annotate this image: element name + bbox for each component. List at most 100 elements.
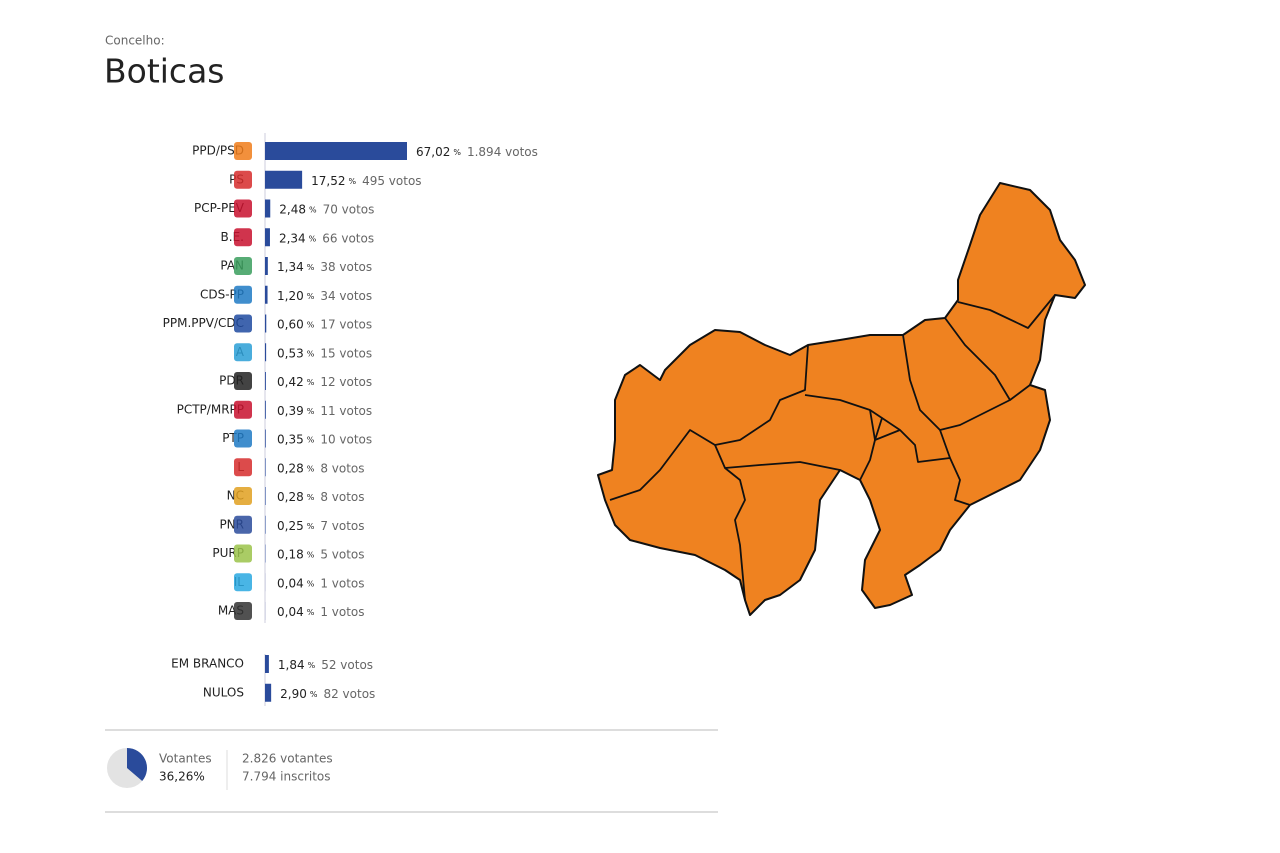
pie-value-label: 36,26% [159, 770, 205, 784]
map-border [881, 417, 971, 506]
map-border [944, 317, 1031, 401]
value-unit: % [348, 176, 356, 185]
value-unit: % [308, 661, 316, 670]
value-number: 0,18 [277, 547, 304, 561]
value-unit: % [307, 435, 315, 444]
bar [265, 170, 303, 189]
annotation: 7.794 inscritos [242, 770, 331, 784]
value-number: 17,52 [311, 173, 345, 187]
value-label: 2,48% 70 votos [279, 202, 374, 216]
party-icon [234, 170, 252, 189]
map-border [724, 461, 841, 471]
bar [265, 429, 266, 448]
map-region [597, 182, 1086, 616]
value-unit: % [307, 291, 315, 300]
vote-label: 8 votos [320, 461, 364, 475]
value-label: 0,25% 7 votos [277, 518, 365, 532]
vote-label: 66 votos [322, 231, 374, 245]
bar [265, 314, 267, 333]
party-icon [234, 142, 252, 160]
party-icon [234, 515, 252, 534]
map [597, 182, 1086, 616]
party-icon [234, 199, 252, 218]
category-label: PCTP/MRPP [177, 402, 244, 416]
value-number: 0,53 [277, 346, 304, 360]
vote-label: 495 votos [362, 173, 421, 187]
vote-label: 38 votos [320, 260, 372, 274]
vote-label: 15 votos [320, 346, 372, 360]
value-unit: % [307, 550, 315, 559]
title: Boticas [104, 52, 225, 91]
vote-label: 12 votos [320, 375, 372, 389]
value-number: 2,48 [279, 202, 306, 216]
party-icon [234, 429, 252, 448]
bar [265, 400, 266, 419]
value-number: 0,04 [277, 576, 304, 590]
bar [265, 199, 271, 218]
vote-label: 5 votos [320, 547, 364, 561]
value-label: 0,04% 1 votos [277, 576, 365, 590]
party-icon [234, 372, 252, 390]
vote-label: 70 votos [323, 202, 375, 216]
category-label: NULOS [203, 685, 244, 699]
value-number: 0,28 [277, 490, 304, 504]
value-number: 0,39 [277, 403, 304, 417]
value-unit: % [307, 349, 315, 358]
value-number: 67,02 [416, 145, 450, 159]
party-icon [234, 573, 252, 592]
party-icon [234, 314, 252, 333]
party-icon [234, 285, 252, 304]
value-unit: % [307, 320, 315, 329]
bar [265, 458, 266, 477]
label: Concelho: [105, 34, 165, 48]
bar [265, 372, 266, 390]
map-border [902, 334, 1011, 431]
value-label: 0,28% 8 votos [277, 490, 365, 504]
value-label: 0,39% 11 votos [277, 403, 372, 417]
map-border [714, 444, 746, 601]
value-label: 0,35% 10 votos [277, 432, 372, 446]
category-label: PPM.PPV/CDC [163, 316, 244, 330]
value-label: 0,60% 17 votos [277, 317, 372, 331]
bar [265, 228, 270, 247]
value-number: 0,35 [277, 432, 304, 446]
value-unit: % [307, 608, 315, 617]
value-label: 1,84% 52 votos [278, 658, 373, 672]
party-icon [234, 257, 252, 275]
bar [265, 487, 266, 505]
party-icon [234, 544, 252, 563]
value-unit: % [309, 205, 317, 214]
vote-label: 8 votos [320, 490, 364, 504]
value-unit: % [307, 464, 315, 473]
bar [265, 515, 266, 534]
value-label: 0,04% 1 votos [277, 605, 365, 619]
bar [265, 655, 269, 673]
vote-label: 82 votos [323, 686, 375, 700]
value-number: 0,42 [277, 375, 304, 389]
map-border [939, 429, 951, 459]
value-unit: % [307, 263, 315, 272]
value-number: 2,34 [279, 231, 306, 245]
party-icon [234, 343, 252, 362]
bar [265, 142, 407, 160]
category-label: PCP-PEV [194, 201, 245, 215]
category-label: PPD/PSD [192, 144, 244, 158]
value-label: 17,52% 495 votos [311, 173, 421, 187]
value-label: 0,18% 5 votos [277, 547, 365, 561]
party-icon [234, 228, 252, 247]
value-number: 1,20 [277, 288, 304, 302]
value-number: 0,28 [277, 461, 304, 475]
value-number: 1,84 [278, 658, 305, 672]
pie-title: Votantes [159, 752, 212, 766]
party-icon [234, 458, 252, 477]
vote-label: 1.894 votos [467, 145, 538, 159]
vote-label: 7 votos [320, 518, 364, 532]
value-number: 2,90 [280, 686, 307, 700]
value-label: 2,90% 82 votos [280, 686, 375, 700]
party-icon [234, 400, 252, 419]
vote-label: 52 votos [321, 658, 373, 672]
bar [265, 683, 272, 702]
map-border [869, 409, 901, 441]
bar [265, 343, 267, 362]
party-icon [234, 602, 252, 620]
